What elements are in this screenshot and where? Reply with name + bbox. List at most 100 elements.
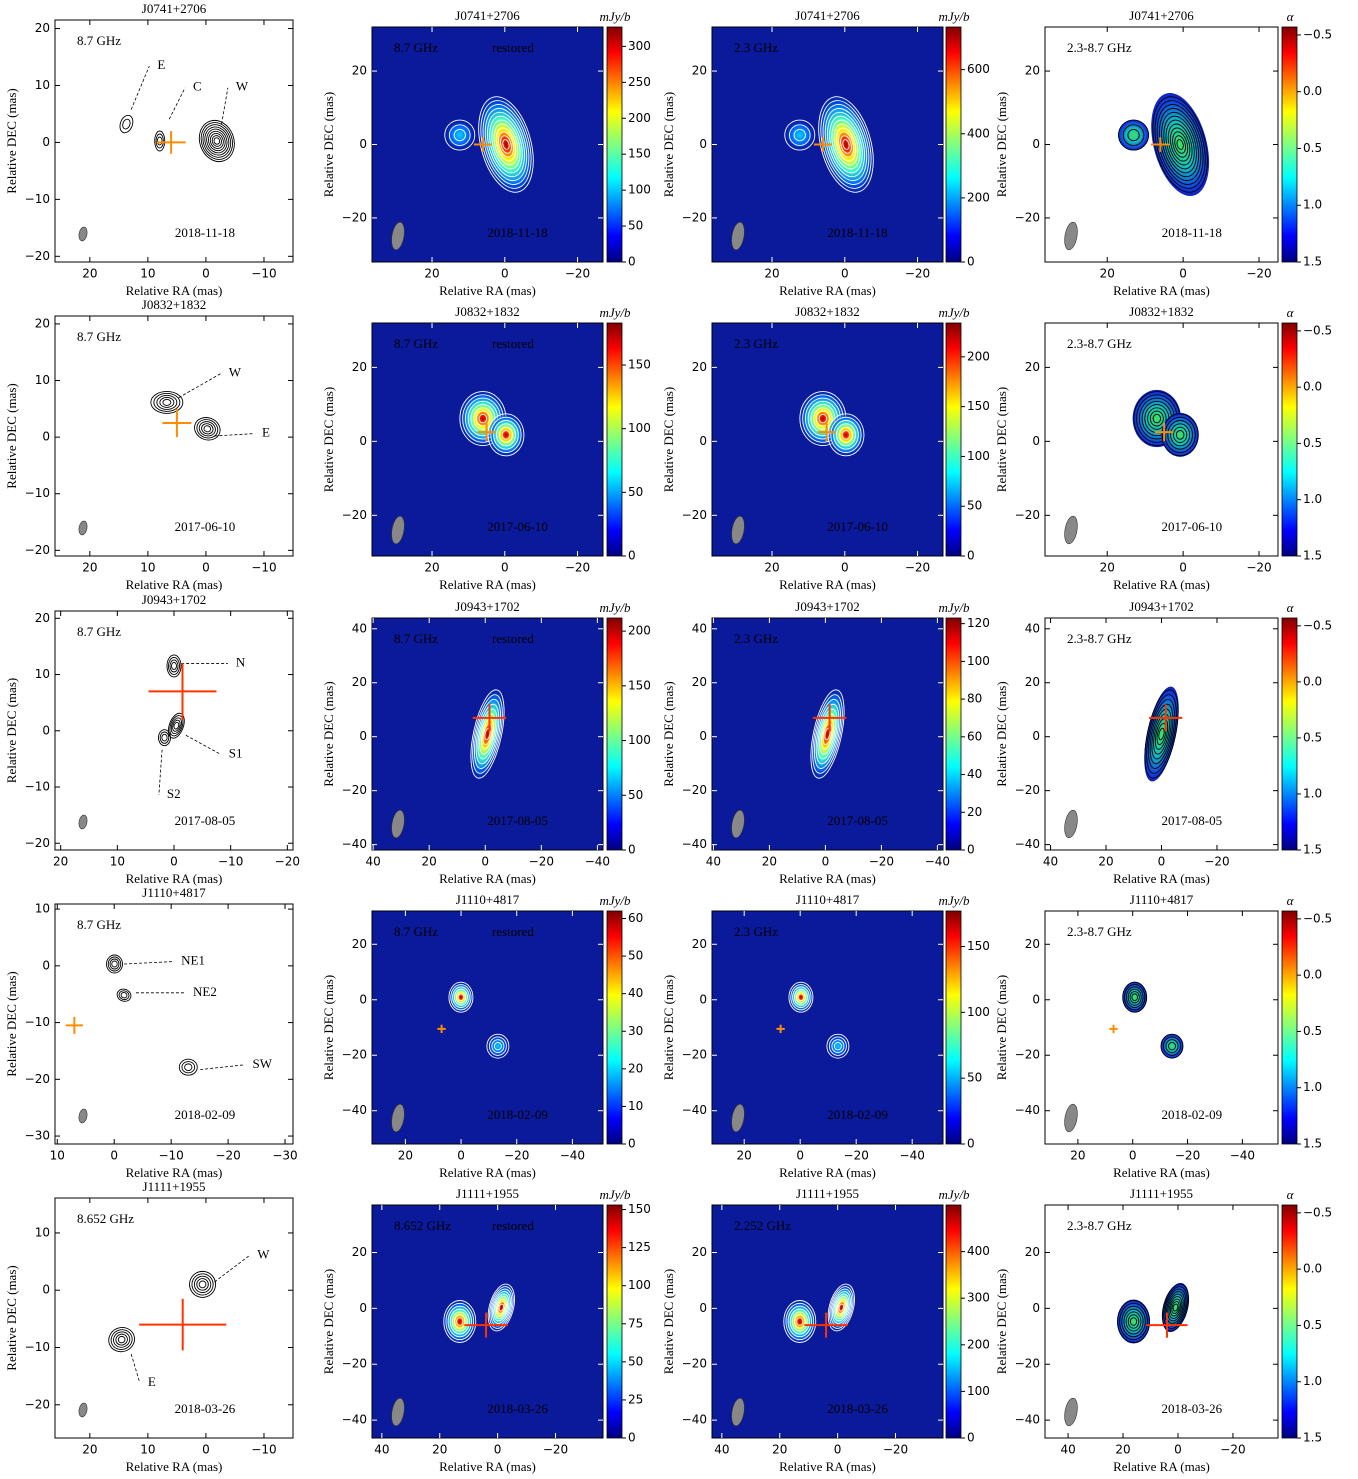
image-layer — [1064, 981, 1184, 1133]
contour — [1163, 1286, 1188, 1329]
component-label: S1 — [229, 745, 243, 760]
colorbar-tick-label: 0.5 — [1303, 1318, 1322, 1332]
x-axis-label: Relative RA (mas) — [439, 1459, 536, 1474]
x-tick-label: 0 — [494, 1443, 502, 1457]
contour — [482, 104, 530, 185]
contour — [189, 1270, 217, 1298]
y-tick-label: 40 — [352, 621, 367, 635]
colorbar-tick-label: 120 — [967, 616, 990, 630]
y-tick-label: 20 — [35, 21, 50, 35]
y-tick-label: −20 — [682, 1048, 707, 1062]
plot-frame — [371, 1204, 604, 1439]
y-tick-label: 20 — [352, 360, 367, 374]
contour — [448, 981, 474, 1013]
x-tick-label: 10 — [140, 561, 155, 575]
colorbar-tick-label: 0 — [628, 843, 636, 857]
x-tick-label: 20 — [82, 561, 97, 575]
frequency-label: 2.3 GHz — [734, 40, 778, 55]
y-tick-label: 0 — [699, 137, 707, 151]
colorbar-tick-label: 0.0 — [1303, 380, 1322, 394]
contour — [1154, 100, 1206, 189]
x-tick-label: 0 — [1179, 267, 1187, 281]
beam — [391, 809, 405, 839]
x-tick-label: 20 — [53, 855, 68, 869]
panel-title: J0741+2706 — [795, 8, 860, 23]
contour — [815, 410, 830, 427]
y-tick-label: −20 — [342, 1357, 367, 1371]
y-tick-label: 20 — [352, 1245, 367, 1259]
date-label: 2018-02-09 — [1161, 1107, 1222, 1122]
contour — [172, 719, 181, 732]
colorbar-tick-label: 100 — [628, 421, 651, 435]
contour — [1163, 115, 1197, 174]
colorbar-tick-label: 10 — [628, 1099, 643, 1113]
date-label: 2018-03-26 — [827, 1401, 888, 1416]
plot-frame — [54, 19, 294, 263]
y-axis-label: Relative DEC (mas) — [321, 681, 336, 786]
colorbar-tick-label: 400 — [967, 126, 990, 140]
x-tick-label: 0 — [501, 267, 509, 281]
contour — [454, 1314, 466, 1329]
y-tick-label: −40 — [342, 1103, 367, 1117]
plot-frame — [711, 910, 944, 1145]
x-tick-label: 20 — [1100, 267, 1115, 281]
y-axis-label: Relative DEC (mas) — [321, 975, 336, 1080]
colorbar-tick-label: 200 — [628, 111, 651, 125]
colorbar-tick-label: 300 — [967, 1291, 990, 1305]
date-label: 2018-03-26 — [1161, 1401, 1222, 1416]
colorbar-tick-label: 150 — [628, 358, 651, 372]
y-tick-label: 10 — [35, 902, 50, 916]
colorbar-label: mJy/b — [599, 1187, 631, 1202]
contour — [491, 119, 521, 170]
x-axis-label: Relative RA (mas) — [126, 1459, 223, 1474]
contour — [107, 956, 122, 972]
colorbar — [945, 26, 962, 263]
panel-title: J1111+1955 — [796, 1186, 859, 1201]
x-tick-label: 0 — [202, 267, 210, 281]
y-tick-label: 0 — [359, 434, 367, 448]
colorbar-tick-label: 1.0 — [1303, 1080, 1322, 1094]
emission — [826, 1034, 849, 1059]
colorbar-label: mJy/b — [938, 600, 970, 615]
x-axis-label: Relative RA (mas) — [1113, 1459, 1210, 1474]
image-layer — [731, 686, 845, 839]
contour — [196, 419, 219, 439]
colorbar-tick-label: 0.0 — [1303, 1262, 1322, 1276]
y-tick-label: −40 — [1015, 837, 1040, 851]
y-tick-label: −20 — [25, 1072, 50, 1086]
contour — [200, 122, 233, 160]
contour — [113, 1331, 131, 1348]
y-tick-label: 10 — [35, 373, 50, 387]
y-tick-label: 0 — [359, 1301, 367, 1315]
y-axis-label: Relative DEC (mas) — [4, 383, 19, 488]
contour — [211, 135, 222, 147]
contour — [198, 421, 216, 437]
contour — [498, 1303, 505, 1312]
beam — [78, 1402, 88, 1418]
frequency-label: 8.7 GHz — [394, 40, 438, 55]
image-layer — [731, 981, 850, 1133]
x-tick-label: 0 — [796, 1149, 804, 1163]
contour — [1172, 1303, 1179, 1312]
colorbar-tick-label: 100 — [628, 183, 651, 197]
x-tick-label: 0 — [501, 561, 509, 575]
y-tick-label: −40 — [342, 837, 367, 851]
colorbar-tick-label: 0.5 — [1303, 730, 1322, 744]
x-tick-label: 20 — [82, 267, 97, 281]
colorbar-tick-label: 50 — [628, 788, 643, 802]
colorbar — [606, 1204, 623, 1439]
colorbar-label: mJy/b — [599, 600, 631, 615]
component-label: S2 — [167, 786, 181, 801]
contour — [475, 703, 500, 765]
contour — [106, 954, 123, 974]
plot-area — [55, 20, 293, 262]
contour — [473, 699, 502, 769]
contour — [111, 960, 118, 968]
contour — [497, 1301, 506, 1314]
y-tick-label: 40 — [1025, 621, 1040, 635]
y-tick-label: −20 — [682, 508, 707, 522]
x-tick-label: 20 — [764, 561, 779, 575]
contour — [484, 107, 528, 182]
contour — [1125, 986, 1144, 1008]
x-axis-label: Relative RA (mas) — [126, 283, 223, 298]
